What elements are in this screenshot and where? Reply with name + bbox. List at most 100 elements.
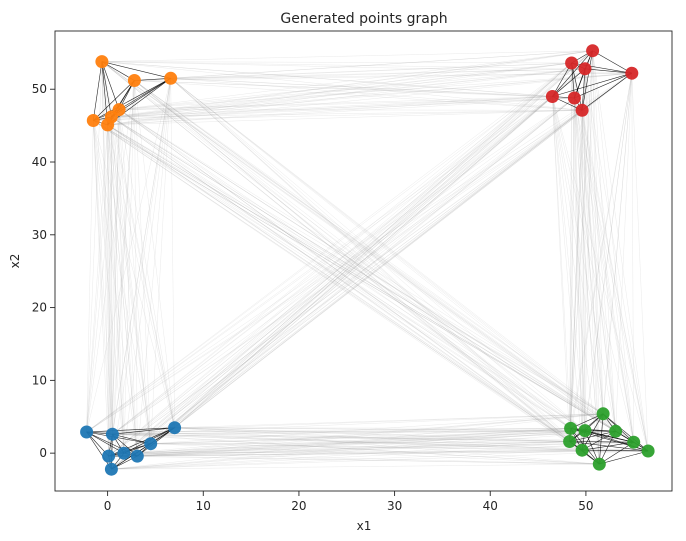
cross-edge [107,124,113,435]
cross-edge [174,427,600,465]
x-tick-label: 30 [387,499,402,513]
cluster-edge [582,449,649,452]
cross-edge [170,68,586,79]
data-point [564,421,578,435]
cross-edge [137,431,616,457]
cross-edge [584,50,593,431]
cross-edge [111,430,586,470]
x-axis-ticks: 0 10 20 30 40 50 [104,491,594,513]
cross-edge [584,68,616,432]
cross-edge [118,109,175,428]
y-tick-label: 20 [32,301,47,315]
cross-edge [119,50,593,110]
x-tick-label: 0 [104,499,112,513]
cross-edge [112,96,553,435]
cross-edge [101,61,572,64]
cross-edge [584,68,600,465]
cross-edge [86,431,649,452]
cross-edge [86,80,135,433]
cross-edge [101,50,593,62]
cross-edge [108,431,616,457]
data-point [102,449,116,463]
cross-edge [107,124,109,457]
cross-edge [112,413,604,435]
cross-edge [101,61,600,465]
cross-edge [111,116,586,431]
cross-edge [93,120,109,457]
cross-edge [86,109,120,433]
data-point [127,74,141,87]
cross-edge [86,78,171,433]
data-point [80,425,94,439]
cross-edge [571,62,583,451]
plot-frame [54,30,673,492]
cross-edge [107,96,553,126]
cross-edge [93,120,125,454]
cross-edge [108,80,135,457]
cross-edge [581,110,634,443]
cross-edge [107,124,583,451]
cross-edge [569,62,572,442]
cross-edge [137,110,583,457]
data-point [609,424,623,438]
cross-edge [112,434,634,443]
y-axis-ticks: 0 10 20 30 40 50 [32,82,55,460]
data-point [627,435,641,449]
cross-edge [137,50,593,457]
cross-edge [119,68,586,110]
cross-edge [93,120,112,470]
cross-edge [111,50,593,118]
cross-edge [119,109,586,431]
x-tick-label: 40 [483,499,498,513]
cross-edge [150,96,553,444]
cross-edge [93,120,151,444]
y-axis-label: x2 [8,254,22,269]
cross-edge [86,124,108,433]
cross-edge [93,120,586,431]
cross-edge [174,50,593,428]
cross-edge [93,120,175,428]
cluster-edge [101,61,171,79]
cross-edge [119,73,632,110]
cross-edge [111,463,600,470]
cross-edge [107,73,632,126]
cluster-edge [584,430,649,452]
cross-edge [108,68,586,457]
cross-edge [574,97,586,431]
cross-edge [570,68,586,429]
cross-edge [574,97,616,432]
cross-edge [108,441,570,457]
cross-edge [134,80,175,428]
cross-edge [581,110,586,431]
cross-edge [170,78,175,428]
cross-edge [123,431,616,454]
cross-edge [86,116,112,433]
cross-edge [174,110,583,428]
cross-edge [108,430,586,457]
data-point [101,118,115,132]
cross-edge [150,443,649,452]
cross-edge [111,110,583,118]
data-point [95,55,109,69]
cross-edge [112,97,575,435]
cross-edge [119,109,634,443]
cross-edge [134,80,586,431]
cross-edge [107,62,572,126]
cross-edge [123,450,649,454]
cross-edge [111,428,571,470]
cross-edge [134,80,583,111]
cross-edge [137,78,171,457]
cross-edge [118,109,151,444]
cluster-edge [581,50,593,111]
cross-edge [150,430,586,444]
cross-edge [574,97,649,452]
cross-edge [107,124,604,414]
cross-edge [101,61,583,451]
data-point [641,444,655,458]
cross-edge [170,50,593,79]
cross-edge [86,97,575,433]
cross-edge [574,97,600,465]
cross-edge [170,78,575,99]
y-tick-label: 50 [32,82,47,96]
